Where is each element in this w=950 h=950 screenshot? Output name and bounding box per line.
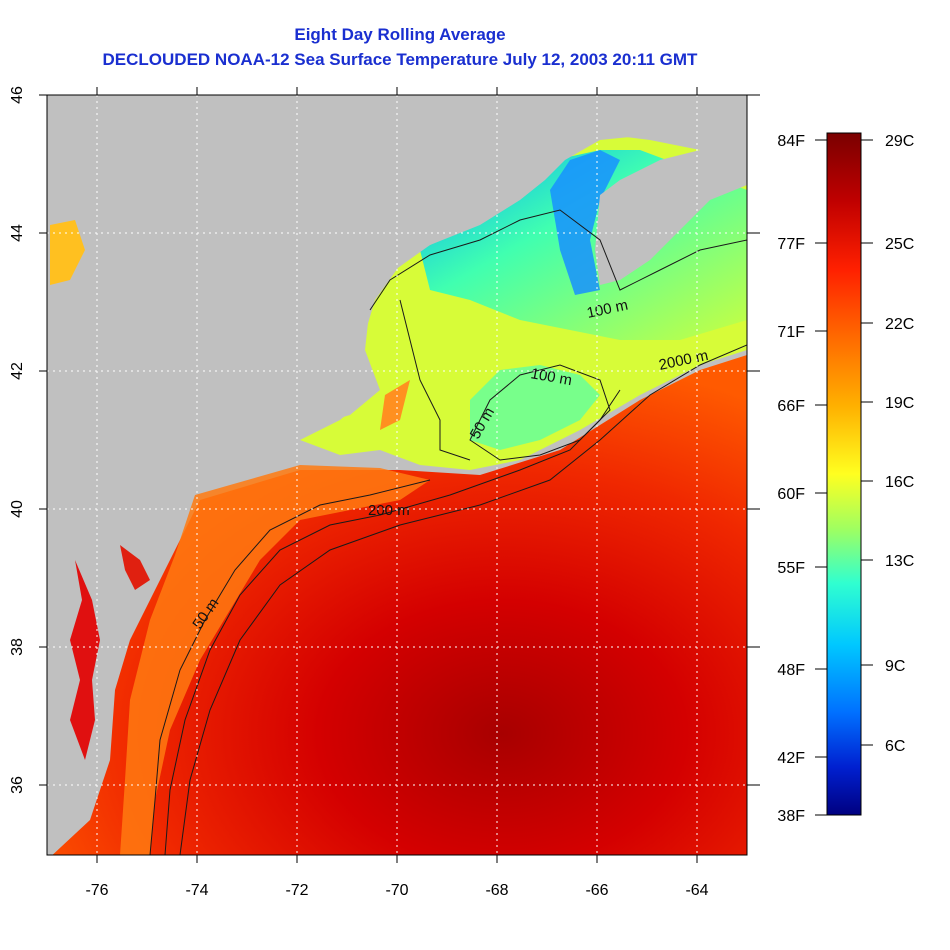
colorbar-c-ticks [861, 139, 873, 746]
celsius-label: 19C [885, 395, 914, 412]
celsius-label: 6C [885, 738, 905, 755]
y-tick-label: 46 [9, 86, 26, 104]
fahrenheit-label: 38F [777, 808, 805, 825]
colorbar-c-labels: 29C 25C 22C 19C 16C 13C 9C 6C [885, 133, 914, 755]
land-new-england [47, 95, 747, 470]
celsius-label: 13C [885, 553, 914, 570]
x-tick-label: -72 [285, 882, 308, 899]
celsius-label: 29C [885, 133, 914, 150]
fahrenheit-label: 48F [777, 662, 805, 679]
shelf-orange-band [120, 465, 430, 855]
cape-cod-warm [380, 380, 410, 430]
chesapeake-bay [70, 560, 100, 760]
colorbar-f-labels: 84F 77F 71F 66F 60F 55F 48F 42F 38F [777, 133, 805, 825]
celsius-label: 25C [885, 236, 914, 253]
contour-2000m [179, 344, 747, 855]
y-axis-ticks [39, 94, 760, 786]
contour-georges-bank [469, 364, 611, 461]
fahrenheit-label: 77F [777, 236, 805, 253]
celsius-label: 16C [885, 474, 914, 491]
x-tick-label: -68 [485, 882, 508, 899]
celsius-label: 9C [885, 658, 905, 675]
y-tick-label: 38 [9, 638, 26, 656]
map-subtitle: DECLOUDED NOAA-12 Sea Surface Temperatur… [102, 50, 698, 69]
inland-lake-warm [50, 220, 85, 285]
sst-image: 100 m 2000 m 100 m 50 m 200 m 50 m [47, 95, 747, 855]
x-axis-labels: -76 -74 -72 -70 -68 -66 -64 [85, 882, 708, 899]
x-tick-label: -76 [85, 882, 108, 899]
fahrenheit-label: 71F [777, 324, 805, 341]
y-tick-label: 40 [9, 500, 26, 518]
georges-bank [470, 365, 600, 450]
fahrenheit-label: 84F [777, 133, 805, 150]
bathymetry-contours [149, 209, 747, 855]
x-axis-ticks [96, 87, 698, 863]
contour-200m [164, 389, 621, 855]
fahrenheit-label: 60F [777, 486, 805, 503]
contour-50m-south [149, 479, 431, 855]
y-tick-label: 44 [9, 224, 26, 242]
graticule [47, 95, 747, 855]
colorbar [826, 132, 862, 816]
land-nova-scotia [595, 150, 747, 285]
fahrenheit-label: 55F [777, 560, 805, 577]
contour-inner-shelf [399, 299, 471, 461]
map-title: Eight Day Rolling Average [294, 25, 506, 44]
contour-label: 200 m [368, 502, 410, 519]
fahrenheit-label: 42F [777, 750, 805, 767]
land-mid-atlantic [47, 470, 190, 830]
fahrenheit-label: 66F [777, 398, 805, 415]
x-tick-label: -64 [685, 882, 708, 899]
x-tick-label: -70 [385, 882, 408, 899]
contour-100m-gulf [369, 209, 747, 311]
y-axis-labels: 46 44 42 40 38 36 [9, 86, 26, 794]
x-tick-label: -74 [185, 882, 208, 899]
colorbar-f-ticks [815, 139, 827, 816]
delaware-bay [120, 545, 150, 590]
bay-of-fundy-cold [550, 150, 620, 295]
x-tick-label: -66 [585, 882, 608, 899]
y-tick-label: 42 [9, 362, 26, 380]
y-tick-label: 36 [9, 776, 26, 794]
celsius-label: 22C [885, 316, 914, 333]
